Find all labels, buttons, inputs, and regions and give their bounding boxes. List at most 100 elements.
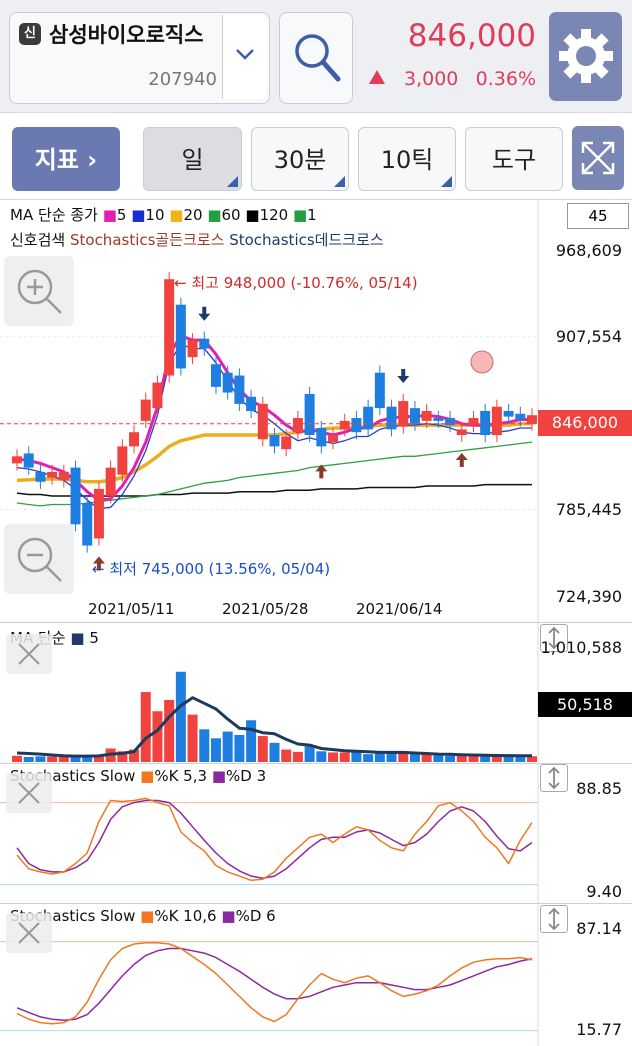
up-down-arrow-icon xyxy=(548,908,560,930)
period-30min-label: 30분 xyxy=(273,146,327,174)
golden-cross-arrow-icon xyxy=(315,464,328,479)
up-triangle-icon xyxy=(369,70,385,84)
close-icon xyxy=(18,922,40,944)
ma-legend-marker: ■ xyxy=(240,206,260,224)
period-day-button[interactable]: 일 xyxy=(143,127,242,191)
candle-body xyxy=(152,382,163,409)
volume-bar xyxy=(257,736,268,762)
volume-bar xyxy=(409,752,420,762)
candle-body xyxy=(93,488,104,539)
volume-bar xyxy=(292,751,303,762)
close-volume-button[interactable] xyxy=(6,634,52,674)
volume-bar xyxy=(491,755,502,762)
corner-marker xyxy=(334,176,345,187)
ma-legend-marker: ■ xyxy=(202,206,222,224)
zoom-out-icon xyxy=(17,537,62,582)
divider xyxy=(0,903,632,904)
indicator-button[interactable]: 지표 › xyxy=(12,127,120,191)
golden-cross-arrow-icon xyxy=(92,556,105,571)
tools-button[interactable]: 도구 xyxy=(465,127,563,191)
volume-bar xyxy=(515,755,526,762)
candle-body xyxy=(421,410,432,421)
resize-stoch2-button[interactable] xyxy=(540,905,568,933)
fullscreen-button[interactable] xyxy=(572,126,624,190)
signal-dead-label: Stochastics데드크로스 xyxy=(229,231,384,249)
stoch1-d-marker: ■ xyxy=(211,767,227,785)
candle-body xyxy=(386,406,397,430)
stock-code: 207940 xyxy=(148,69,217,90)
resize-volume-button[interactable] xyxy=(540,624,568,652)
stock-selector[interactable]: 신 삼성바이오로직스 207940 xyxy=(9,12,270,104)
settings-button[interactable] xyxy=(549,12,622,101)
ma-legend-label: 120 xyxy=(259,206,289,224)
volume-ma-marker: ■ xyxy=(70,629,85,647)
period-10tick-button[interactable]: 10틱 xyxy=(358,127,456,191)
volume-bar xyxy=(246,720,257,762)
signal-legend: 신호검색 Stochastics골든크로스 Stochastics데드크로스 xyxy=(10,229,384,250)
stoch2-k-line xyxy=(16,942,533,1025)
ma-legend-label: 60 xyxy=(221,206,241,224)
period-30min-button[interactable]: 30분 xyxy=(251,127,349,191)
candle-body xyxy=(351,418,362,433)
volume-bar xyxy=(47,756,58,762)
current-price-tag: 846,000 xyxy=(538,410,632,436)
candle-body xyxy=(117,446,128,475)
volume-bar xyxy=(398,752,409,762)
volume-ma-period: 5 xyxy=(89,629,99,647)
divider xyxy=(0,763,632,764)
zoom-in-button[interactable] xyxy=(4,256,74,326)
volume-bar xyxy=(152,711,163,762)
candle-body xyxy=(187,340,198,358)
ma-legend-marker: ■ xyxy=(288,206,308,224)
candle-body xyxy=(491,406,502,436)
candle-body xyxy=(363,406,374,430)
close-stoch2-button[interactable] xyxy=(6,913,52,953)
candle-body xyxy=(210,364,221,387)
search-icon xyxy=(295,34,341,82)
dropdown-button[interactable] xyxy=(222,15,267,99)
candle-body xyxy=(292,418,303,433)
search-button[interactable] xyxy=(279,12,353,104)
stoch2-y-top: 87.14 xyxy=(576,919,622,938)
dead-cross-arrow-icon xyxy=(198,306,211,321)
candle-body xyxy=(199,338,210,349)
volume-bar xyxy=(187,714,198,762)
zoom-in-icon xyxy=(17,269,62,314)
stoch1-d-line xyxy=(16,799,533,879)
volume-bar xyxy=(175,671,186,762)
candle-body xyxy=(35,471,46,482)
signal-golden-label: Stochastics골든크로스 xyxy=(69,231,225,249)
candle-body xyxy=(58,471,69,481)
volume-bar xyxy=(503,754,514,762)
candle-body xyxy=(515,413,526,420)
y-label: 968,609 xyxy=(555,241,622,260)
volume-bar xyxy=(456,755,467,762)
credit-badge: 신 xyxy=(19,23,41,45)
candle-body xyxy=(269,435,280,447)
x-label: 2021/06/14 xyxy=(356,600,443,618)
volume-bar xyxy=(386,751,397,762)
candle-body xyxy=(234,375,245,404)
volume-bar xyxy=(23,756,34,762)
price-change: 3,000 xyxy=(404,68,459,90)
period-input[interactable]: 45 xyxy=(567,203,629,229)
close-stoch1-button[interactable] xyxy=(6,773,52,813)
stoch2-k-label: %K 10,6 xyxy=(154,907,217,925)
candle-body xyxy=(480,410,491,436)
ma-legend-items: ■5 ■10 ■20 ■60 ■120 ■1 xyxy=(103,206,317,224)
candle-body xyxy=(328,435,339,443)
stock-name: 삼성바이오로직스 xyxy=(49,23,204,47)
candle-body xyxy=(445,418,456,426)
zoom-out-button[interactable] xyxy=(4,524,74,594)
volume-bar xyxy=(210,738,221,762)
candle-body xyxy=(339,420,350,430)
candle-body xyxy=(398,401,409,427)
volume-bar xyxy=(316,751,327,762)
period-10tick-label: 10틱 xyxy=(380,146,434,174)
stoch2-y-bottom: 15.77 xyxy=(576,1020,622,1039)
volume-bar xyxy=(363,754,374,762)
resize-stoch1-button[interactable] xyxy=(540,764,568,792)
volume-bar xyxy=(234,734,245,762)
main-chart-svg[interactable] xyxy=(0,198,632,1046)
stoch1-k-line xyxy=(16,797,533,882)
